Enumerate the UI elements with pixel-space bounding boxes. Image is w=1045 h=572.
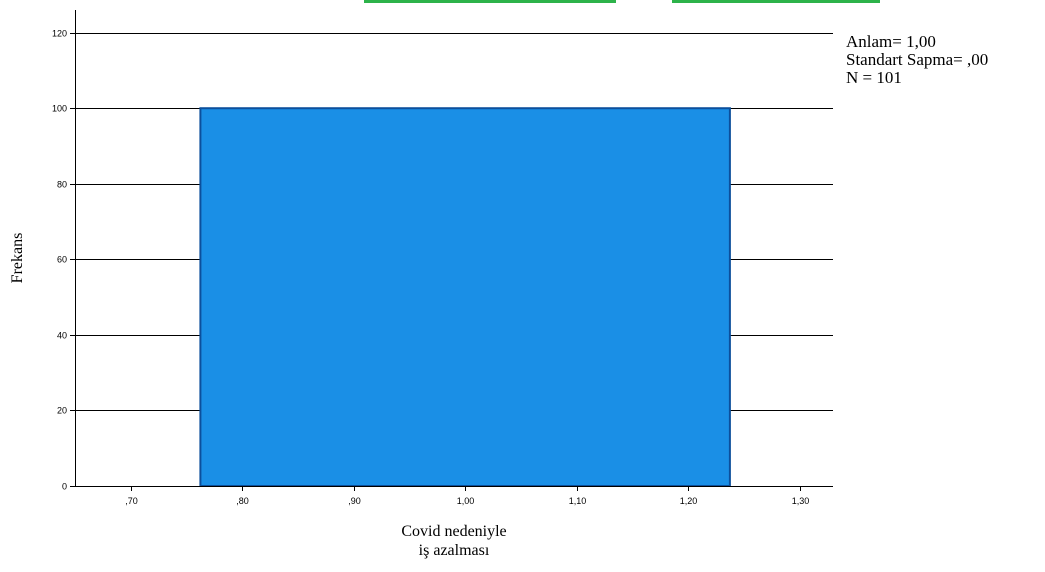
y-tick-label-20: 20 [57,406,67,416]
x-tick-label-1: ,80 [236,496,249,506]
top-strip-left [364,0,616,3]
y-tick-label-60: 60 [57,255,67,265]
y-tick-label-0: 0 [62,482,67,492]
x-tick-label-5: 1,20 [680,496,698,506]
y-ticks: 0 20 40 60 80 100 120 [52,29,75,492]
stats-std: Standart Sapma= ,00 [846,50,989,69]
x-tick-label-0: ,70 [125,496,138,506]
x-axis-label-line-1: Covid nedeniyle [401,523,507,540]
y-tick-label-100: 100 [52,104,67,114]
bars [199,107,731,487]
y-tick-label-80: 80 [57,180,67,190]
stats-n: N = 101 [846,68,902,87]
y-tick-label-120: 120 [52,29,67,39]
x-axis-label: Covid nedeniyle iş azalması [304,522,604,560]
top-strip-right [672,0,880,3]
axes [75,10,833,487]
stats-mean: Anlam= 1,00 [846,32,936,51]
x-axis-label-line-2: iş azalması [418,542,490,559]
x-tick-label-4: 1,10 [569,496,587,506]
x-tick-label-2: ,90 [348,496,361,506]
histogram-bar-0 [199,107,731,487]
x-tick-label-6: 1,30 [792,496,810,506]
y-tick-label-40: 40 [57,331,67,341]
x-tick-label-3: 1,00 [457,496,475,506]
stats-box: Anlam= 1,00 Standart Sapma= ,00 N = 101 [846,33,988,87]
x-ticks: ,70 ,80 ,90 1,00 1,10 1,20 1,30 [125,486,809,506]
y-axis-label: Frekans [9,232,26,284]
